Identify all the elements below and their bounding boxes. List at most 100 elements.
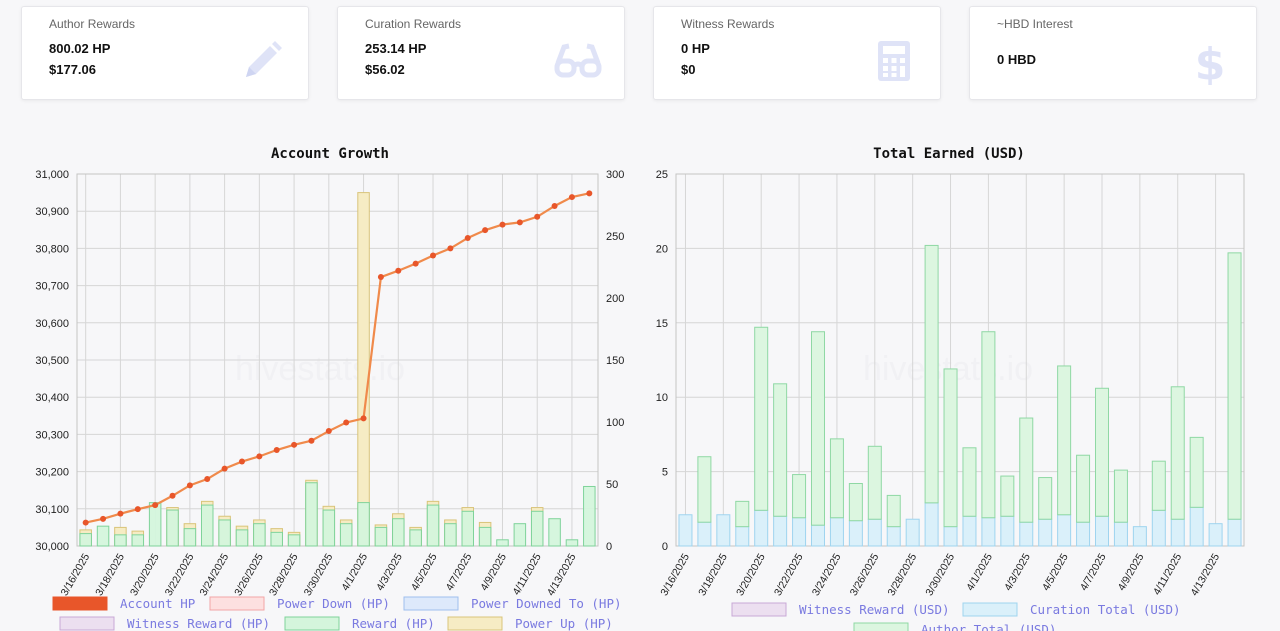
author-bar [1000, 475, 1015, 517]
y-right-tick-label: 300 [606, 169, 624, 181]
account-hp-point [482, 227, 489, 234]
curation-bar [1132, 526, 1147, 547]
curation-bar [716, 514, 731, 547]
account-hp-point [464, 234, 471, 241]
watermark-text: hivestats.io [235, 350, 405, 388]
curation-bar [829, 517, 844, 547]
y-tick-label: 20 [656, 243, 668, 255]
legend-swatch [403, 596, 459, 611]
reward-bar [148, 502, 162, 547]
account-hp-point [291, 441, 298, 448]
author-bar [697, 456, 712, 523]
author-bar [1038, 477, 1053, 520]
x-tick-label: 3/28/2025 [267, 551, 301, 598]
x-tick-label: 3/16/2025 [59, 551, 93, 598]
curation-bar [1000, 515, 1015, 547]
author-bar [811, 331, 825, 526]
account-hp-point [343, 419, 350, 426]
y-left-tick-label: 30,600 [35, 318, 69, 330]
y-left-tick-label: 30,100 [35, 504, 69, 516]
card-title: Author Rewards [49, 17, 136, 31]
curation-bar [678, 514, 693, 547]
reward-bar [496, 539, 509, 547]
card-value-usd: $56.02 [365, 62, 405, 77]
account-hp-point [82, 519, 89, 526]
author-bar [1019, 417, 1034, 523]
reward-bar [426, 504, 440, 547]
account-hp-point [516, 219, 523, 226]
card-title: ~HBD Interest [997, 17, 1073, 31]
x-tick-label: 3/22/2025 [772, 551, 806, 598]
legend-swatch [447, 616, 503, 631]
author-bar [792, 474, 807, 519]
x-tick-label: 3/16/2025 [658, 551, 692, 598]
reward-bar [183, 528, 197, 547]
plot-frame [76, 173, 599, 547]
legend-label: Reward (HP) [352, 616, 435, 631]
account-hp-point [568, 194, 575, 201]
author-bar [1113, 469, 1128, 523]
reward-bar [548, 518, 561, 547]
curation-bar [754, 509, 769, 547]
card-value-usd: $177.06 [49, 62, 96, 77]
curation-bar [1095, 515, 1109, 547]
account-hp-point [204, 476, 211, 483]
reward-bar [114, 534, 127, 547]
reward-bar [461, 510, 474, 547]
reward-bar [565, 539, 579, 547]
legend-label: Witness Reward (HP) [127, 616, 270, 631]
legend-label: Author Total (USD) [921, 622, 1056, 631]
y-tick-label: 0 [662, 541, 668, 553]
card-value-hbd: 0 HBD [997, 52, 1037, 67]
card-title: Curation Rewards [365, 17, 462, 31]
account-hp-point [377, 274, 384, 281]
y-left-tick-label: 30,700 [35, 281, 69, 293]
reward-bar [305, 482, 318, 547]
x-tick-label: 4/1/2025 [339, 551, 370, 593]
y-tick-label: 5 [662, 467, 668, 479]
y-left-tick-label: 30,300 [35, 429, 69, 441]
account-hp-point [551, 202, 558, 209]
x-tick-label: 3/26/2025 [848, 551, 882, 598]
author-bar [943, 368, 958, 528]
x-tick-label: 3/20/2025 [128, 551, 162, 598]
total-earned-chart: hivestats.io05101520253/16/20253/18/2025… [656, 169, 1245, 631]
hbd-interest-card: ~HBD Interest 0 HBD $ [969, 6, 1257, 100]
y-right-tick-label: 250 [606, 231, 624, 243]
author-bar [1189, 436, 1204, 508]
card-value-usd: $0 [681, 62, 696, 77]
curation-bar [1113, 521, 1128, 547]
author-bar [924, 244, 939, 504]
y-left-tick-label: 30,500 [35, 355, 69, 367]
reward-bar [583, 485, 596, 547]
account-hp-point [430, 252, 437, 259]
reward-bar [409, 529, 422, 547]
reward-bar [513, 523, 527, 547]
curation-bar [1189, 506, 1204, 547]
plot-frame [675, 173, 1245, 547]
curation-bar [1019, 521, 1034, 547]
author-bar [867, 445, 882, 520]
account-growth-chart: hivestats.io 30,000 30,100 30,200 30,300 30,4… [35, 169, 624, 631]
account-hp-point [221, 465, 228, 472]
x-tick-label: 3/30/2025 [923, 551, 957, 598]
reward-bar [322, 509, 336, 547]
x-tick-label: 3/24/2025 [197, 551, 231, 598]
curation-bar [1057, 514, 1072, 547]
legend-label: Power Down (HP) [277, 596, 390, 611]
legend-label: Power Downed To (HP) [471, 596, 622, 611]
reward-bar [166, 509, 179, 547]
author-bar [1227, 252, 1242, 520]
author-bar [754, 326, 769, 511]
curation-bar [981, 517, 996, 547]
curation-bar [924, 502, 939, 547]
reward-bar [478, 526, 492, 547]
curation-bar [886, 526, 901, 547]
account-hp-point [256, 453, 263, 460]
curation-bar [1076, 521, 1091, 547]
x-tick-label: 3/24/2025 [810, 551, 844, 598]
account-hp-point [360, 415, 367, 422]
reward-bar [530, 510, 544, 547]
card-value-hp: 253.14 HP [365, 41, 427, 56]
legend-swatch [284, 616, 340, 631]
